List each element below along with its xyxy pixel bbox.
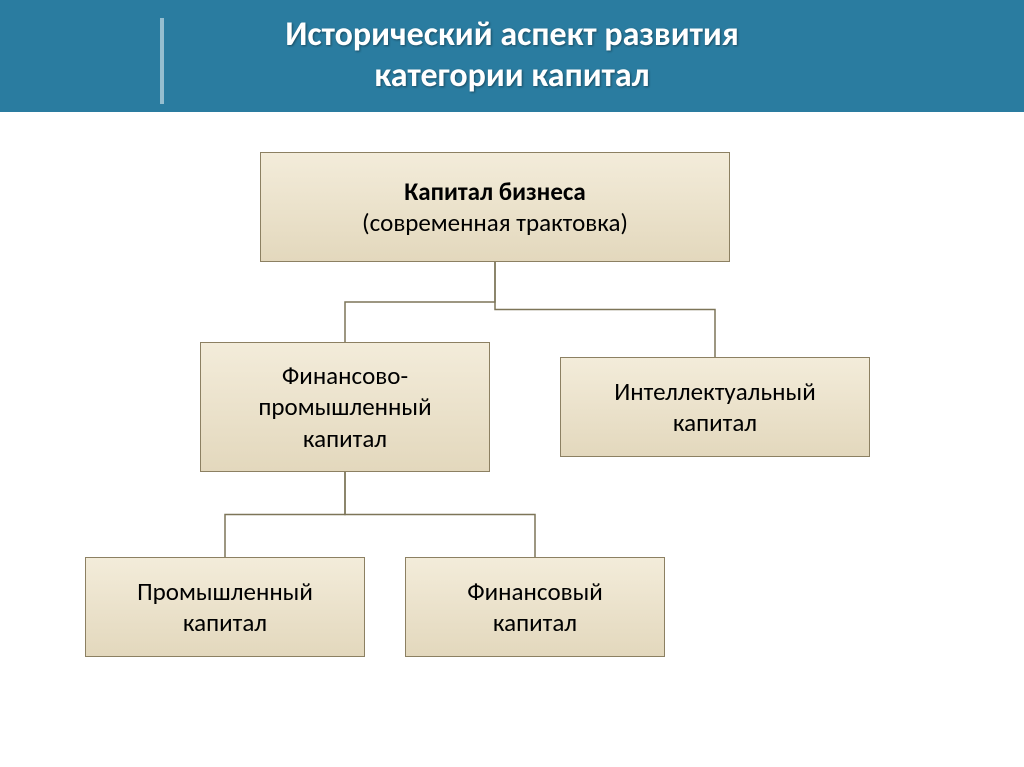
node-fin-prom: Финансово- промышленный капитал — [200, 342, 490, 472]
node-prom: Промышленный капитал — [85, 557, 365, 657]
node-fin: Финансовый капитал — [405, 557, 665, 657]
node-fin-label: Финансовый капитал — [467, 576, 603, 639]
node-fin-prom-label: Финансово- промышленный капитал — [258, 360, 431, 454]
slide-title: Исторический аспект развития категории к… — [285, 15, 739, 97]
node-root-subtitle: (современная трактовка) — [362, 207, 628, 238]
node-prom-label: Промышленный капитал — [137, 576, 313, 639]
header-accent-bar — [160, 18, 164, 104]
diagram-canvas: Капитал бизнеса (современная трактовка) … — [0, 112, 1024, 767]
node-intel: Интеллектуальный капитал — [560, 357, 870, 457]
node-root: Капитал бизнеса (современная трактовка) — [260, 152, 730, 262]
node-intel-label: Интеллектуальный капитал — [614, 376, 815, 439]
slide-header: Исторический аспект развития категории к… — [0, 0, 1024, 112]
node-root-title: Капитал бизнеса — [404, 176, 585, 207]
